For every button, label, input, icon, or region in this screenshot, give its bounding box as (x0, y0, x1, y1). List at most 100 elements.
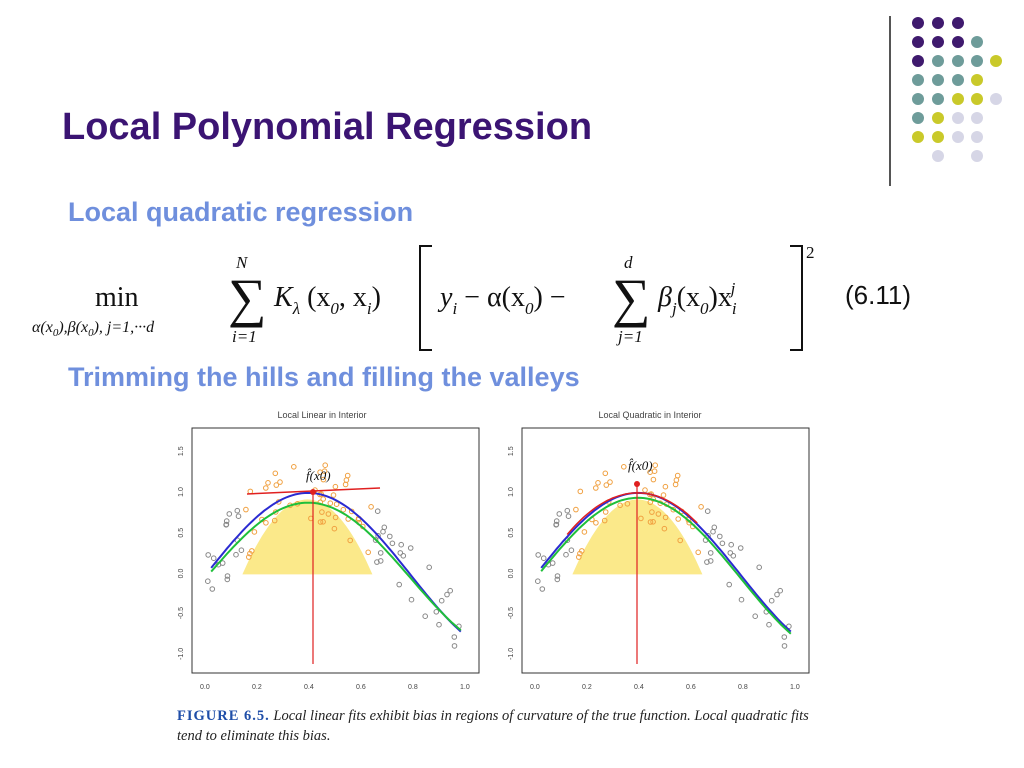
data-point-outside (210, 555, 217, 561)
data-point-in-window (342, 481, 349, 488)
x-tick-label: 0.8 (738, 684, 748, 691)
data-point-outside (387, 533, 393, 540)
data-point-outside (219, 560, 226, 566)
data-point-outside (444, 591, 450, 598)
data-point-outside (553, 518, 560, 524)
data-point-outside (549, 560, 556, 566)
data-point-in-window (655, 511, 662, 517)
data-point-in-window (593, 485, 599, 491)
data-point-outside (374, 508, 381, 514)
data-point-in-window (263, 485, 269, 491)
data-point-outside (436, 621, 442, 628)
data-point-in-window (325, 511, 332, 517)
equation-sum-outer-lower: i=1 (232, 327, 257, 346)
data-point-in-window (343, 477, 350, 483)
y-tick-label: 0.5 (178, 528, 185, 538)
data-point-outside (535, 552, 542, 558)
data-point-outside (707, 550, 714, 556)
axes-right: 0.0 0.2 0.4 0.6 0.8 1.0 1.5 1.0 0.5 0.0 -0.5 -1.0 (508, 446, 800, 691)
subtitle-local-quadratic: Local quadratic regression (68, 197, 414, 227)
data-point-outside (209, 586, 216, 592)
data-point-in-window (675, 516, 681, 522)
data-point-outside (396, 581, 402, 588)
data-point-outside (727, 550, 734, 556)
data-point-outside (238, 547, 245, 553)
x-tick-label: 0.6 (356, 684, 366, 691)
data-point-in-window (577, 488, 584, 495)
data-point-in-window (698, 504, 704, 510)
equation-sum-outer: ∑ (228, 268, 267, 328)
data-point-outside (781, 643, 788, 649)
data-point-in-window (617, 502, 623, 509)
data-point-in-window (695, 549, 701, 556)
data-point-outside (556, 511, 563, 517)
data-point-outside (726, 581, 732, 588)
figure-caption: FIGURE 6.5. Local linear fits exhibit bi… (177, 706, 837, 746)
equation-basis-term: βj(x0)xij (657, 279, 737, 318)
data-point-outside (233, 551, 239, 558)
panel-local-quadratic: Local Quadratic in Interior f̂(x0) 0.0 0.… (508, 410, 810, 691)
data-point-in-window (650, 519, 656, 525)
fhat-label-right: f̂(x0) (628, 458, 653, 473)
x-tick-label: 0.0 (530, 684, 540, 691)
equation-min: min (95, 282, 139, 313)
data-point-in-window (247, 550, 253, 557)
data-point-in-window (320, 476, 327, 483)
data-point-in-window (277, 479, 283, 485)
equation-sum-outer-upper: N (235, 253, 249, 272)
axes-left: 0.0 0.2 0.4 0.6 0.8 1.0 1.5 1.0 0.5 0.0 -0.5 -1.0 (178, 446, 470, 691)
data-point-outside (707, 558, 714, 564)
data-point-outside (422, 613, 428, 619)
data-point-outside (389, 540, 396, 547)
y-tick-label: 0.0 (178, 569, 185, 579)
data-point-in-window (321, 468, 328, 474)
target-point-left (310, 489, 316, 495)
data-point-outside (705, 533, 711, 539)
data-point-outside (205, 578, 211, 584)
data-point-outside (398, 541, 404, 548)
data-point-in-window (649, 509, 655, 515)
local-quadratic-curve (566, 492, 698, 535)
data-point-in-window (344, 472, 351, 479)
data-point-in-window (577, 550, 583, 557)
data-point-outside (426, 564, 433, 571)
x-tick-label: 0.2 (582, 684, 592, 691)
data-point-in-window (331, 525, 338, 532)
data-point-outside (408, 596, 415, 603)
equation-sum-inner: ∑ (612, 268, 651, 328)
data-point-in-window (322, 462, 328, 469)
data-point-outside (381, 524, 388, 531)
equation-right-bracket (790, 245, 803, 351)
local-linear-fit (210, 501, 462, 632)
data-point-outside (768, 597, 775, 604)
data-point-in-window (642, 487, 648, 493)
data-point-in-window (317, 519, 324, 525)
data-point-outside (719, 540, 726, 547)
data-point-in-window (333, 501, 340, 507)
data-point-outside (400, 553, 407, 559)
divider-line (889, 16, 891, 186)
data-point-outside (539, 586, 546, 592)
panel-local-linear: Local Linear in Interior f̂(x0) 0.0 0.2 0.… (178, 410, 480, 691)
y-tick-label: 0.0 (508, 569, 515, 579)
data-point-outside (234, 507, 241, 514)
data-point-outside (205, 552, 212, 558)
data-point-outside (451, 634, 458, 640)
data-point-in-window (320, 519, 326, 525)
data-point-in-window (601, 517, 608, 524)
data-point-in-window (581, 529, 588, 535)
data-point-outside (380, 528, 386, 535)
data-point-in-window (263, 520, 269, 526)
points-outside-left (205, 507, 462, 649)
data-point-in-window (607, 479, 613, 485)
data-point-outside (226, 511, 233, 517)
x-tick-label: 0.0 (200, 684, 210, 691)
data-point-in-window (246, 554, 252, 560)
data-point-in-window (332, 483, 339, 490)
data-point-outside (554, 573, 561, 579)
data-point-in-window (291, 464, 297, 470)
equation-kernel: Kλ (x0, xi) (273, 282, 381, 318)
data-point-in-window (319, 509, 325, 515)
data-point-outside (407, 545, 414, 551)
data-point-in-window (652, 462, 658, 469)
